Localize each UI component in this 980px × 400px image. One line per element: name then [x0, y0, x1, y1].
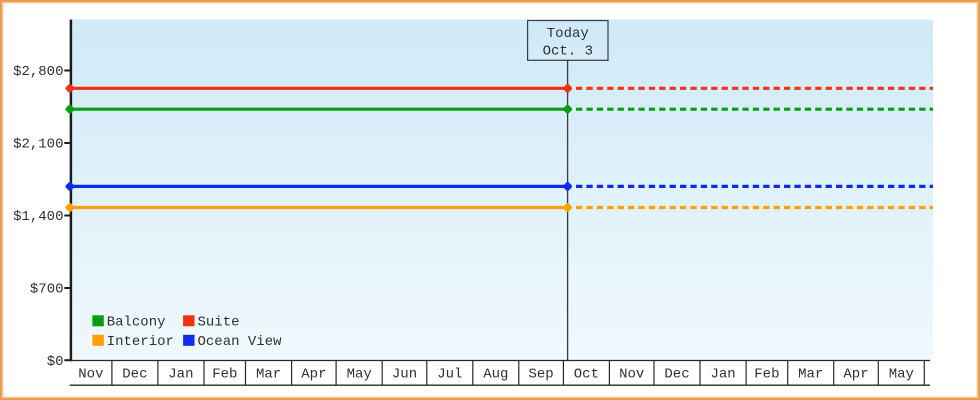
svg-text:Balcony: Balcony — [107, 315, 166, 331]
svg-text:Jun: Jun — [392, 367, 417, 383]
svg-text:Feb: Feb — [754, 367, 779, 383]
svg-text:Sep: Sep — [528, 367, 553, 383]
svg-text:Mar: Mar — [798, 367, 823, 383]
svg-text:$2,100: $2,100 — [13, 137, 63, 153]
svg-text:May: May — [347, 367, 372, 383]
svg-text:$0: $0 — [47, 354, 64, 370]
svg-text:Jul: Jul — [437, 367, 462, 383]
svg-text:Aug: Aug — [483, 367, 508, 383]
svg-text:Oct: Oct — [574, 367, 599, 383]
svg-text:Apr: Apr — [301, 367, 326, 383]
svg-text:Apr: Apr — [843, 367, 868, 383]
svg-text:Nov: Nov — [78, 367, 103, 383]
svg-text:Nov: Nov — [619, 367, 644, 383]
svg-text:Jan: Jan — [168, 367, 193, 383]
svg-text:Suite: Suite — [198, 315, 240, 331]
svg-text:Mar: Mar — [256, 367, 281, 383]
svg-text:Today: Today — [547, 26, 589, 42]
svg-text:$2,800: $2,800 — [13, 64, 63, 80]
svg-text:Ocean View: Ocean View — [198, 334, 283, 350]
svg-text:Dec: Dec — [122, 367, 147, 383]
svg-text:Jan: Jan — [710, 367, 735, 383]
svg-text:Dec: Dec — [664, 367, 689, 383]
svg-text:May: May — [889, 367, 914, 383]
svg-text:Interior: Interior — [107, 334, 174, 350]
svg-text:Oct. 3: Oct. 3 — [543, 43, 593, 59]
svg-text:Feb: Feb — [212, 367, 237, 383]
svg-text:$1,400: $1,400 — [13, 209, 63, 225]
svg-text:$700: $700 — [30, 282, 64, 298]
